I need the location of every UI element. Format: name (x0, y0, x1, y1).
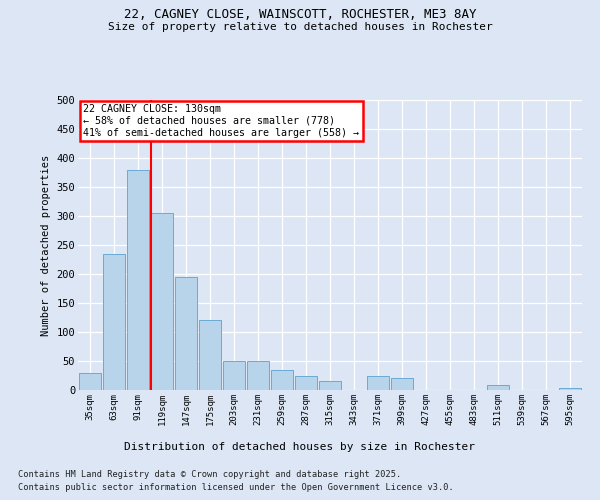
Text: Contains public sector information licensed under the Open Government Licence v3: Contains public sector information licen… (18, 482, 454, 492)
Bar (391, 378, 413, 390)
Bar (319, 382, 341, 390)
Bar (127, 170, 149, 390)
Bar (103, 254, 125, 390)
Text: Size of property relative to detached houses in Rochester: Size of property relative to detached ho… (107, 22, 493, 32)
Bar (151, 213, 173, 390)
Bar (271, 370, 293, 390)
Text: 22, CAGNEY CLOSE, WAINSCOTT, ROCHESTER, ME3 8AY: 22, CAGNEY CLOSE, WAINSCOTT, ROCHESTER, … (124, 8, 476, 20)
Bar (175, 277, 197, 390)
Bar (79, 372, 101, 390)
Text: Distribution of detached houses by size in Rochester: Distribution of detached houses by size … (125, 442, 476, 452)
Bar (487, 386, 509, 390)
Text: Contains HM Land Registry data © Crown copyright and database right 2025.: Contains HM Land Registry data © Crown c… (18, 470, 401, 479)
Text: 22 CAGNEY CLOSE: 130sqm
← 58% of detached houses are smaller (778)
41% of semi-d: 22 CAGNEY CLOSE: 130sqm ← 58% of detache… (83, 104, 359, 138)
Bar (199, 320, 221, 390)
Bar (559, 388, 581, 390)
Bar (295, 376, 317, 390)
Bar (367, 376, 389, 390)
Bar (247, 361, 269, 390)
Bar (223, 361, 245, 390)
Y-axis label: Number of detached properties: Number of detached properties (41, 154, 51, 336)
